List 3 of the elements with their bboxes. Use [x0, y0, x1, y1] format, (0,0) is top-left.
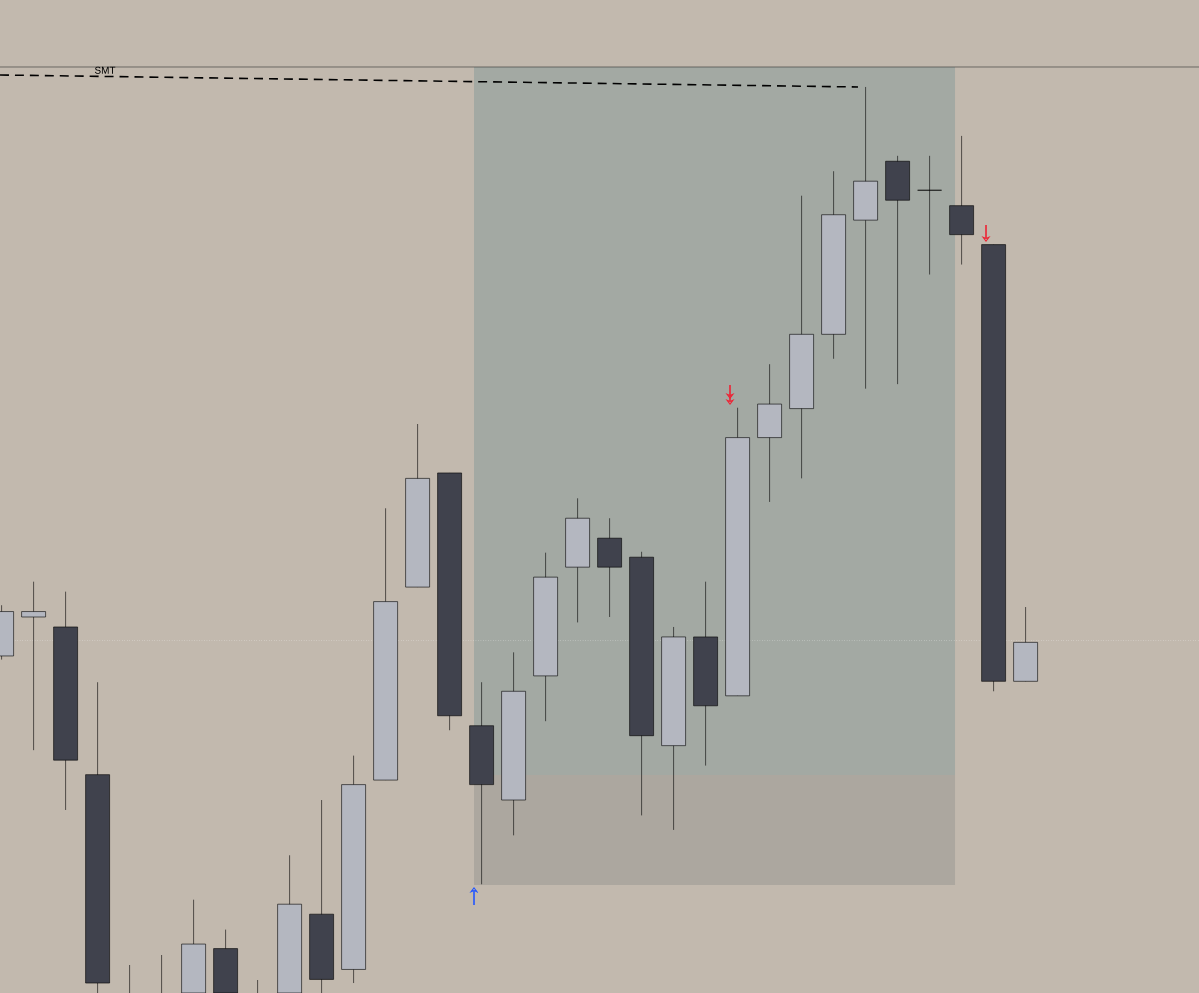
- candlestick: [917, 155, 942, 275]
- candlestick: [21, 581, 46, 751]
- text: SMT: [94, 66, 116, 74]
